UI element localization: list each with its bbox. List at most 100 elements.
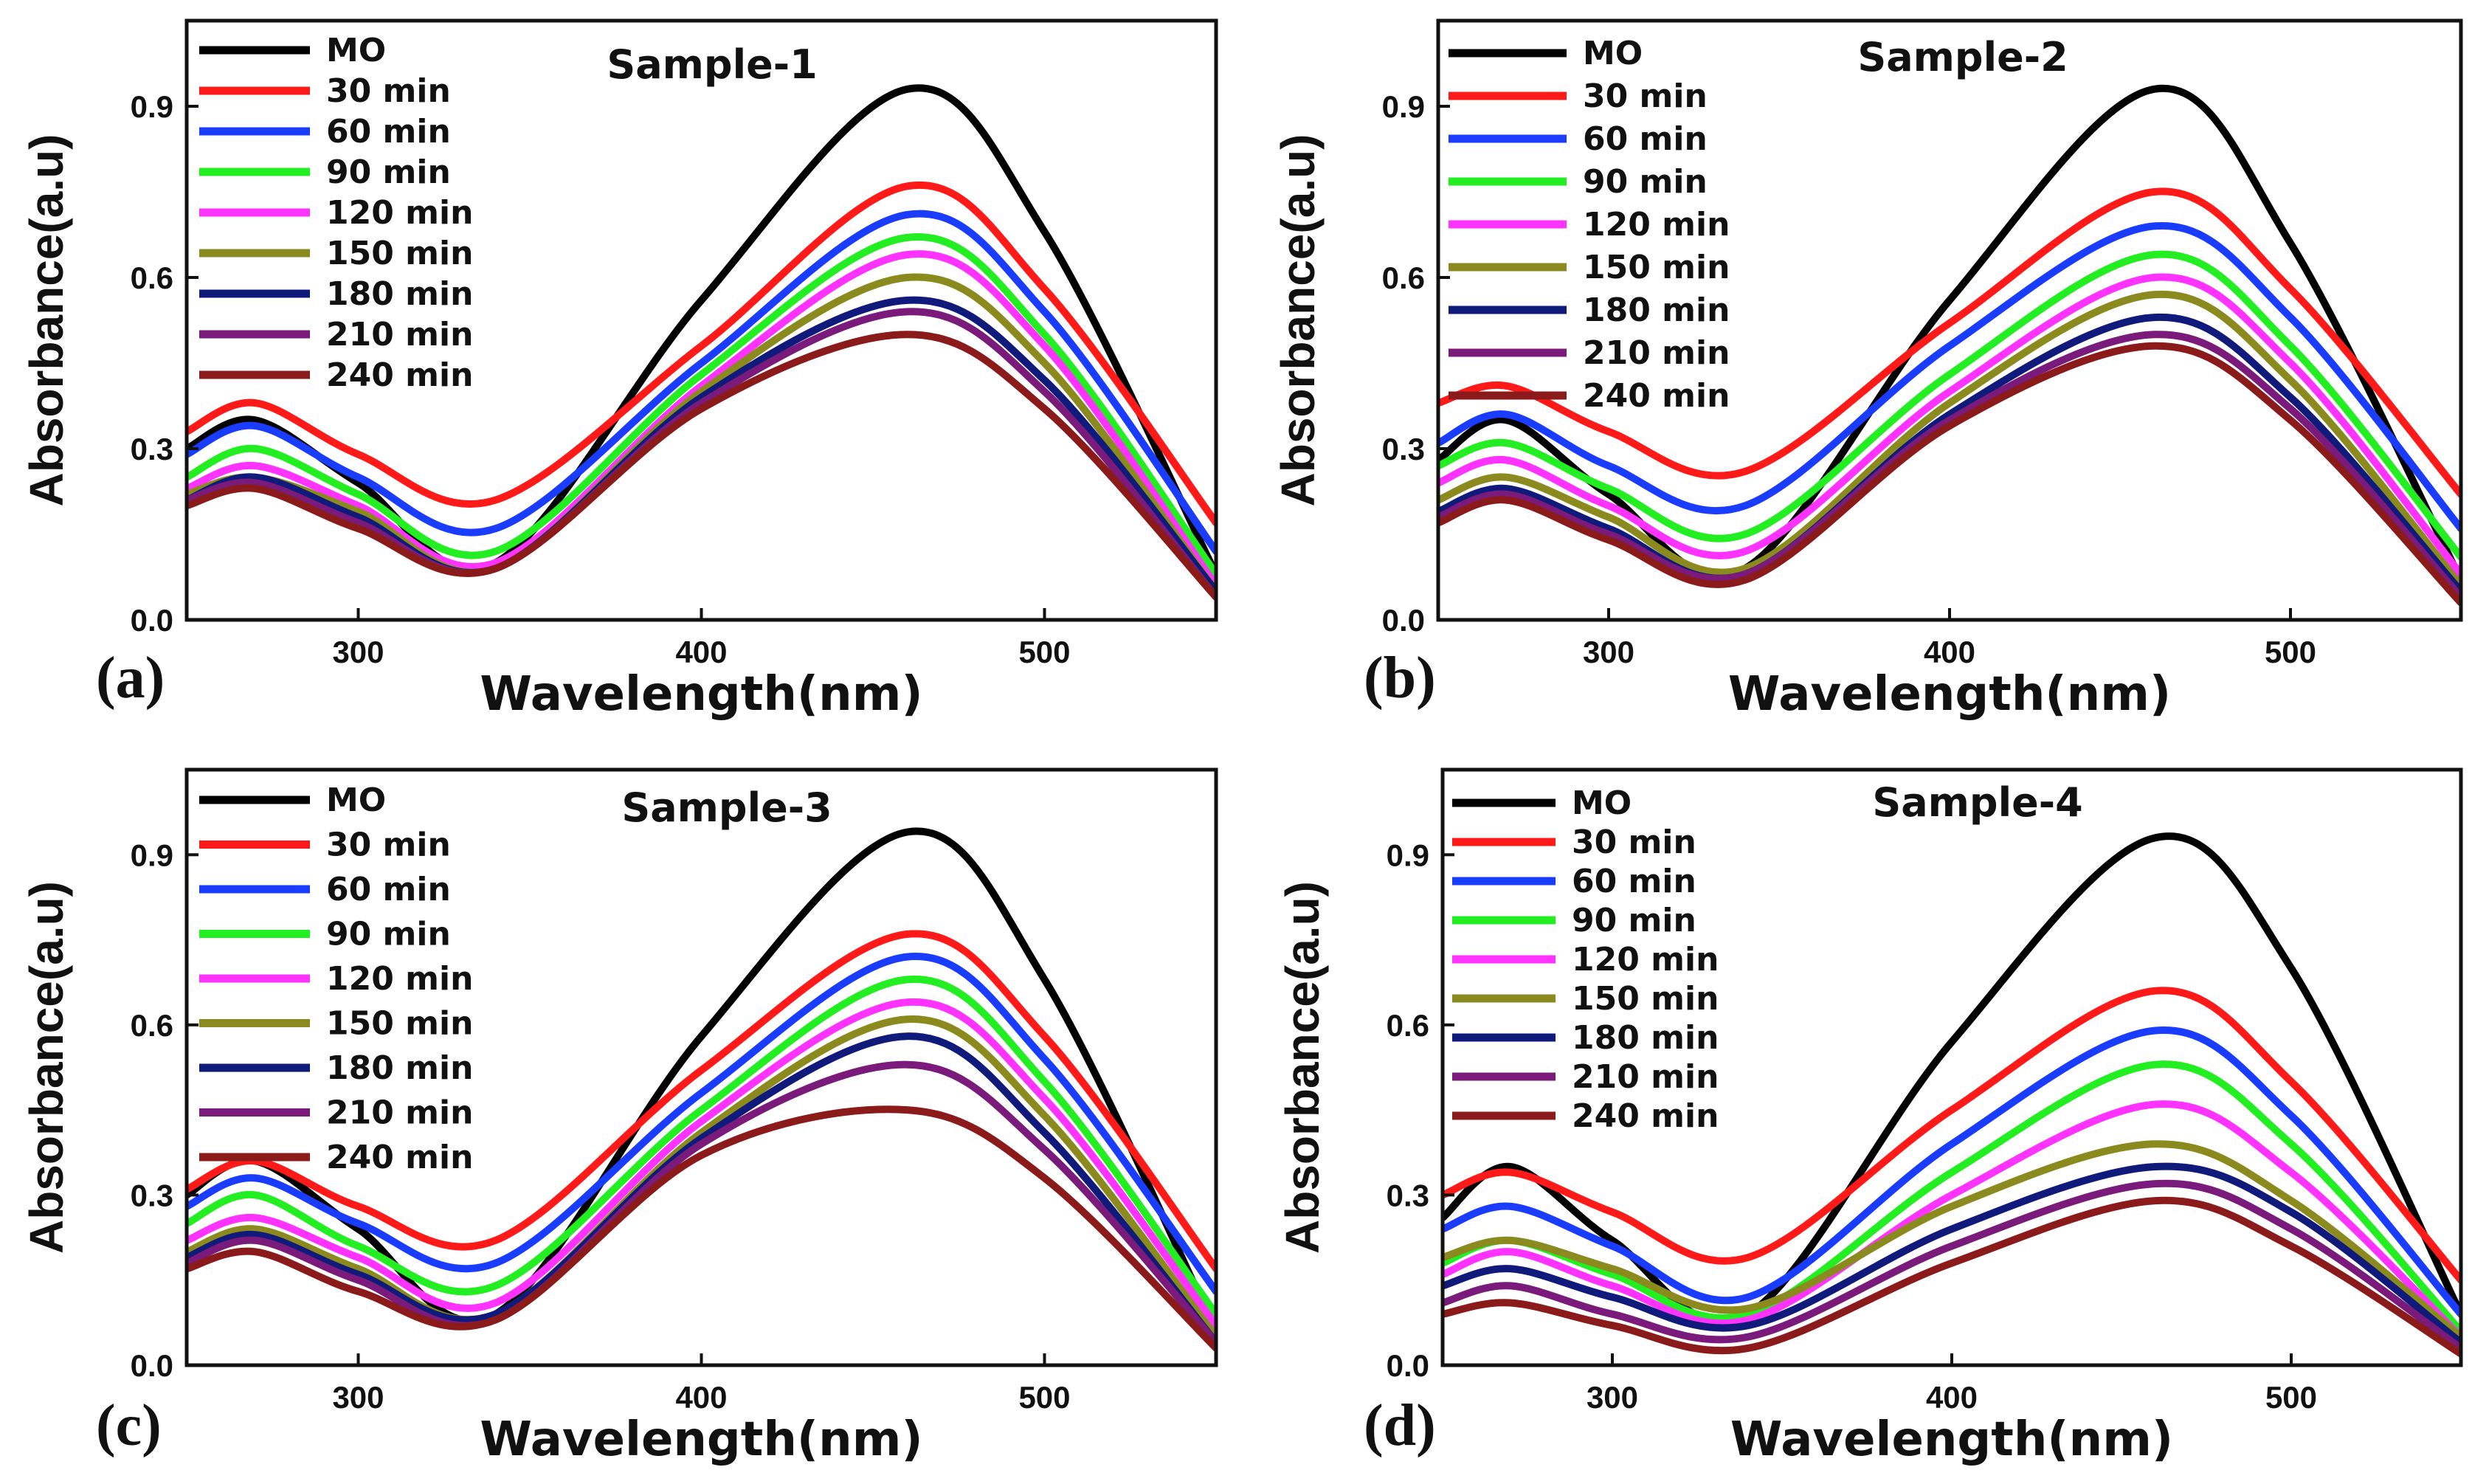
panel-label: (a) [96, 646, 165, 711]
series-line-90-min [187, 233, 1216, 579]
x-tick-label: 400 [1924, 635, 1975, 669]
y-tick-label: 0.9 [131, 838, 173, 872]
legend-label: 150 min [326, 1005, 473, 1043]
y-tick-label: 0.0 [1387, 1348, 1429, 1383]
x-tick-label: 400 [1926, 1380, 1978, 1415]
legend-label: 120 min [326, 194, 473, 232]
y-tick-label: 0.6 [131, 1008, 173, 1043]
legend-label: 90 min [326, 153, 451, 191]
legend-label: MO [1572, 784, 1632, 822]
series-line-60-min [1438, 221, 2461, 533]
legend-label: 60 min [1572, 863, 1696, 900]
series-group [1443, 832, 2461, 1358]
x-axis-label: Wavelength(nm) [1730, 1412, 2173, 1467]
chart-title: Sample-1 [607, 41, 817, 88]
series-line-150-min [1443, 1140, 2461, 1341]
legend-label: 60 min [1583, 120, 1708, 158]
series-line-60-min [187, 953, 1216, 1296]
x-tick-label: 400 [675, 1380, 727, 1415]
series-line-60-min [187, 210, 1216, 556]
legend-label: 180 min [1583, 291, 1730, 329]
panel-label: (d) [1364, 1393, 1436, 1458]
series-line-180-min [1443, 1162, 2461, 1347]
series-line-30-min [1438, 187, 2461, 498]
chart-panel-4: 300 400 500 0.0 0.3 0.6 0.9 Wavelength(nm) Absor… [1276, 767, 2463, 1467]
series-line-60-min [1443, 1026, 2461, 1318]
legend-label: 30 min [326, 72, 451, 110]
series-line-120-min [187, 250, 1216, 590]
series-line-210-min [187, 1060, 1216, 1347]
legend-label: 210 min [326, 316, 473, 353]
series-line-240-min [1443, 1196, 2461, 1358]
panel-label: (c) [96, 1393, 162, 1458]
series-line-150-min [1438, 290, 2461, 590]
x-tick-label: 300 [332, 635, 384, 669]
y-axis-label: Absorbance(a.u) [1271, 134, 1325, 507]
series-line-mo [187, 827, 1216, 1335]
series-line-210-min [1443, 1179, 2461, 1352]
legend-label: 240 min [1572, 1097, 1719, 1135]
series-group [1438, 84, 2461, 607]
legend-label: 120 min [326, 960, 473, 998]
series-line-90-min [187, 976, 1216, 1318]
series-line-240-min [187, 331, 1216, 601]
y-tick-label: 0.9 [131, 89, 173, 124]
chart-panel-2: 300 400 500 0.0 0.3 0.6 0.9 Wavelength(nm) Absor… [1271, 18, 2463, 722]
chart-panel-3: 300 400 500 0.0 0.3 0.6 0.9 Wavelength(nm) Absor… [20, 767, 1218, 1467]
legend-label: 180 min [326, 1049, 473, 1087]
x-tick-label: 300 [1587, 1380, 1638, 1415]
series-line-240-min [1438, 342, 2461, 607]
series-line-30-min [187, 181, 1216, 527]
legend-label: 210 min [326, 1094, 473, 1132]
legend-label: MO [326, 781, 386, 819]
legend-label: 180 min [326, 275, 473, 313]
panel-label: (b) [1364, 646, 1436, 711]
series-line-90-min [1438, 250, 2461, 561]
chart-title: Sample-2 [1857, 34, 2068, 80]
y-axis-label: Absorbance(a.u) [20, 134, 73, 507]
chart-title: Sample-4 [1872, 779, 2082, 826]
legend-label: 90 min [326, 916, 451, 953]
y-axis-label: Absorbance(a.u) [1276, 881, 1329, 1254]
y-tick-label: 0.3 [1387, 1178, 1429, 1212]
y-tick-label: 0.6 [1387, 1008, 1429, 1043]
legend-label: MO [1583, 35, 1643, 72]
y-tick-label: 0.0 [1382, 603, 1425, 638]
x-tick-label: 500 [1018, 1380, 1070, 1415]
x-tick-label: 500 [2265, 635, 2316, 669]
y-tick-label: 0.6 [131, 260, 173, 295]
legend-label: 210 min [1572, 1058, 1719, 1096]
y-tick-label: 0.6 [1382, 260, 1425, 295]
legend-label: 240 min [1583, 377, 1730, 415]
series-line-30-min [187, 930, 1216, 1273]
y-tick-label: 0.3 [1382, 432, 1425, 466]
legend-label: 240 min [326, 1139, 473, 1176]
x-tick-label: 500 [2265, 1380, 2317, 1415]
y-tick-label: 0.9 [1382, 89, 1425, 124]
series-line-240-min [187, 1105, 1216, 1352]
legend-label: 60 min [326, 113, 451, 151]
series-line-180-min [187, 296, 1216, 596]
legend-label: 210 min [1583, 334, 1730, 372]
legend-label: 30 min [326, 826, 451, 864]
x-tick-label: 400 [675, 635, 727, 669]
series-line-mo [1438, 84, 2461, 584]
x-axis-label: Wavelength(nm) [1728, 667, 2171, 722]
series-line-210-min [1438, 331, 2461, 601]
legend-label: 90 min [1572, 902, 1696, 939]
legend-label: 120 min [1583, 206, 1730, 244]
legend-label: 90 min [1583, 163, 1708, 201]
series-line-mo [1443, 832, 2461, 1326]
legend-label: 120 min [1572, 941, 1719, 979]
series-line-30-min [1443, 987, 2461, 1284]
y-tick-label: 0.3 [131, 1178, 173, 1212]
x-axis-label: Wavelength(nm) [480, 667, 922, 722]
y-axis-label: Absorbance(a.u) [20, 881, 73, 1254]
series-line-120-min [1443, 1100, 2461, 1341]
chart-title: Sample-3 [621, 784, 832, 831]
legend-label: 30 min [1583, 77, 1708, 115]
series-line-120-min [187, 998, 1216, 1330]
legend-label: 240 min [326, 356, 473, 394]
